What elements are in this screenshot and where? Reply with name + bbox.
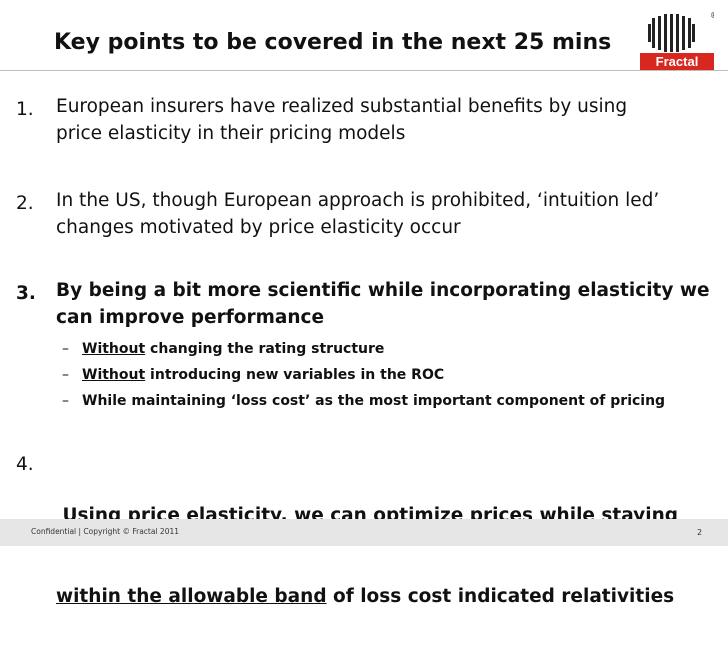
emphasis-underlined: Without bbox=[82, 367, 146, 383]
dash-bullet: – bbox=[62, 393, 69, 409]
sub-point-3: – While maintaining ‘loss cost’ as the mo… bbox=[62, 393, 665, 409]
dash-bullet: – bbox=[62, 341, 69, 357]
page-number: 2 bbox=[697, 528, 703, 537]
copyright-notice: Confidential | Copyright © Fractal 2011 bbox=[31, 527, 180, 536]
dash-bullet: – bbox=[62, 367, 69, 383]
sub-point-1: – Without changing the rating structure bbox=[62, 341, 384, 357]
point-text-line: In the US, though European approach is p… bbox=[56, 190, 660, 211]
point-text-line: can improve performance bbox=[56, 307, 325, 328]
emphasis-underlined: within the allowable band bbox=[56, 586, 327, 607]
point-text-continuation: of loss cost indicated relativities bbox=[326, 586, 675, 607]
point-text-line: price elasticity in their pricing models bbox=[56, 123, 406, 144]
point-number: 3. bbox=[16, 283, 36, 304]
sub-point-text: changing the rating structure bbox=[145, 341, 385, 357]
title-divider bbox=[0, 70, 728, 71]
slide-footer: Confidential | Copyright © Fractal 2011 … bbox=[0, 519, 728, 546]
point-number: 4. bbox=[16, 454, 34, 475]
point-number: 1. bbox=[16, 99, 34, 120]
sub-point-2: – Without introducing new variables in th… bbox=[62, 367, 444, 383]
point-text-line: European insurers have realized substant… bbox=[56, 96, 628, 117]
point-number: 2. bbox=[16, 193, 34, 214]
fractal-logo-icon: ® bbox=[648, 11, 714, 52]
sub-point-text: introducing new variables in the ROC bbox=[145, 367, 445, 383]
sub-point-text: While maintaining ‘loss cost’ as the mos… bbox=[82, 393, 666, 409]
point-text-line: changes motivated by price elasticity oc… bbox=[56, 217, 461, 238]
registered-mark: ® bbox=[710, 11, 714, 20]
emphasis-underlined: Without bbox=[82, 341, 146, 357]
point-text-line: By being a bit more scientific while inc… bbox=[56, 280, 710, 301]
slide-title: Key points to be covered in the next 25 … bbox=[54, 30, 612, 55]
logo-wordmark: Fractal bbox=[640, 53, 714, 70]
